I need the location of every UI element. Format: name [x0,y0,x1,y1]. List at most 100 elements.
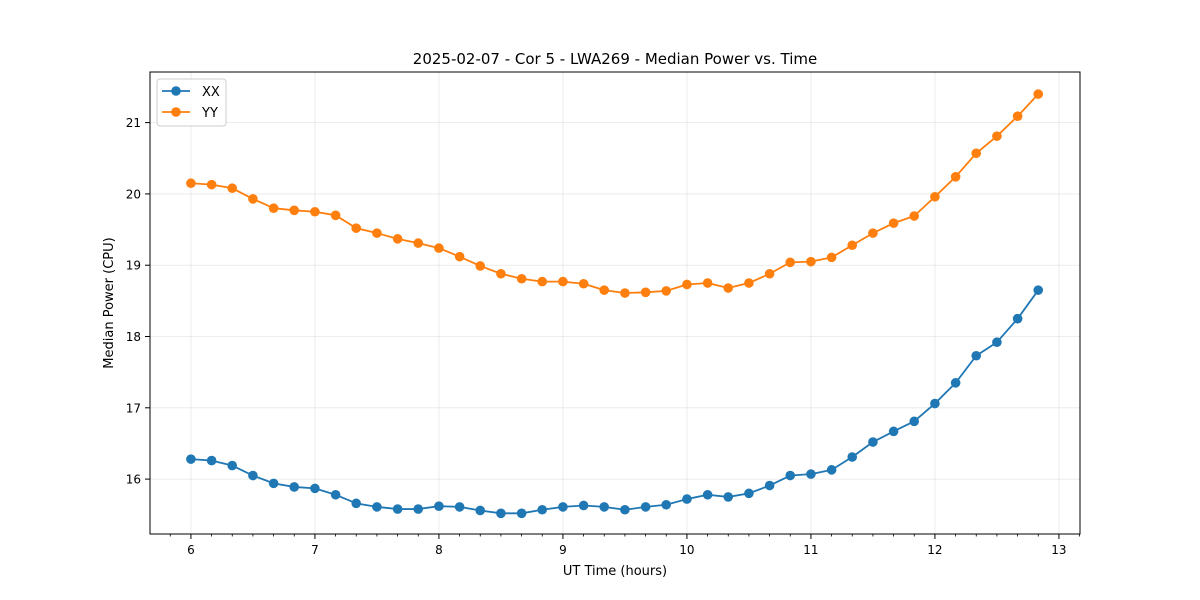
data-point-xx [806,469,816,479]
data-point-xx [847,452,858,462]
y-axis-label: Median Power (CPU) [102,237,117,368]
data-point-xx [764,480,775,491]
data-point-yy [578,278,589,289]
grid-lines [150,72,1080,534]
data-point-xx [289,482,300,492]
data-point-xx [578,500,589,511]
data-point-xx [475,505,486,516]
data-point-yy [413,238,424,248]
data-point-yy [186,178,196,189]
data-point-xx [950,378,961,388]
legend-marker-yy [171,107,181,117]
x-tick-label: 8 [435,543,443,557]
data-point-yy [992,131,1002,141]
data-point-yy [227,183,238,194]
data-point-xx [1012,313,1023,324]
y-tick-label: 16 [126,473,141,487]
data-point-yy [826,252,837,263]
data-point-xx [268,478,279,489]
data-point-yy [785,257,796,268]
data-point-yy [930,191,940,202]
y-axis: 16 17 18 19 20 21 [126,116,150,487]
data-point-xx [992,337,1002,348]
data-point-yy [351,223,362,233]
x-axis: 6 7 8 9 10 11 12 13 [169,534,1080,557]
data-point-xx [682,494,692,504]
data-point-xx [351,498,362,509]
data-point-xx [227,460,238,471]
data-point-yy [1033,89,1044,99]
data-point-xx [868,437,878,447]
data-point-xx [888,426,899,437]
data-point-yy [537,276,548,287]
data-point-yy [434,243,444,253]
y-tick-label: 19 [126,259,141,273]
data-point-yy [475,261,486,271]
data-point-yy [764,268,775,279]
data-point-yy [640,287,651,298]
legend: XX YY [156,78,227,127]
data-point-yy [620,288,630,298]
data-point-yy [268,203,279,213]
data-point-xx [330,489,341,500]
data-point-xx [516,508,527,519]
data-point-xx [826,465,837,475]
legend-marker-xx [171,86,181,96]
chart-title: 2025-02-07 - Cor 5 - LWA269 - Median Pow… [413,50,817,68]
data-point-yy [330,210,341,221]
data-point-yy [372,228,382,238]
data-point-xx [930,398,940,409]
data-point-yy [248,194,258,204]
series-layer [186,89,1044,519]
data-point-xx [971,350,982,361]
data-point-yy [971,148,982,159]
data-point-xx [392,504,403,514]
data-point-xx [310,483,320,494]
data-point-yy [599,285,610,295]
data-point-xx [909,416,920,427]
x-tick-label: 7 [311,543,319,557]
data-point-yy [496,268,506,279]
data-point-yy [682,279,692,290]
data-point-xx [558,502,568,512]
x-tick-label: 13 [1051,543,1066,557]
data-point-yy [454,251,465,262]
data-point-xx [744,488,754,499]
data-point-yy [1012,111,1023,122]
data-point-xx [661,499,672,510]
data-point-xx [1033,285,1044,295]
data-point-xx [620,504,630,515]
data-point-yy [744,278,754,288]
data-point-xx [640,502,651,512]
data-point-xx [413,504,424,514]
data-point-yy [310,206,320,217]
x-tick-label: 9 [559,543,567,557]
data-point-xx [723,492,734,502]
data-point-yy [909,211,920,221]
data-point-yy [392,234,403,244]
legend-label-xx: XX [202,85,220,100]
data-point-yy [950,172,961,182]
data-point-xx [186,454,196,464]
data-point-yy [723,283,734,293]
data-point-xx [599,502,610,512]
data-point-xx [454,502,465,512]
data-point-xx [248,470,258,481]
data-point-yy [206,179,217,190]
data-point-yy [806,256,816,267]
data-point-xx [496,508,506,519]
data-point-xx [785,470,796,481]
data-point-xx [702,489,713,500]
data-point-xx [372,502,382,512]
y-tick-label: 18 [126,330,141,344]
data-point-xx [206,455,217,466]
data-point-yy [847,240,858,251]
x-axis-label: UT Time (hours) [563,564,667,579]
x-tick-label: 10 [679,543,694,557]
x-tick-label: 12 [927,543,942,557]
x-tick-label: 11 [803,543,818,557]
data-point-yy [661,286,672,296]
data-point-xx [537,504,548,515]
data-point-xx [434,501,444,511]
